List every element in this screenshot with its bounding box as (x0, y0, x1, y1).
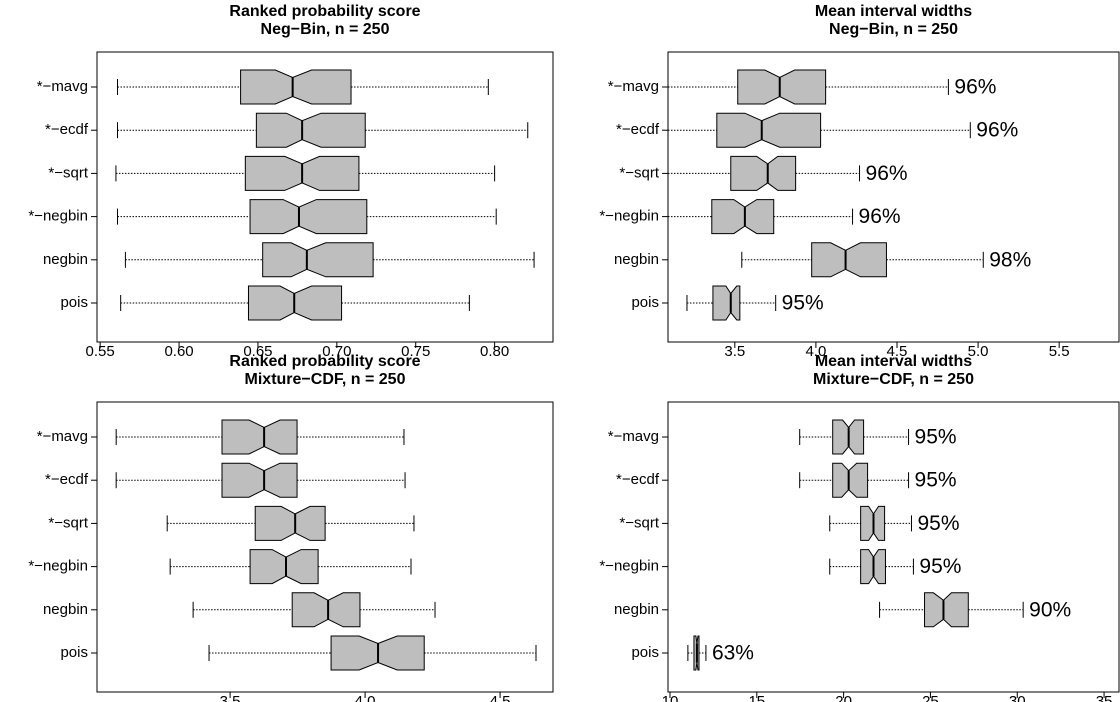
chart-title: Ranked probability score (229, 3, 420, 20)
y-tick-label: *−mavg (37, 428, 88, 445)
box (730, 155, 797, 191)
box (254, 505, 326, 541)
x-tick-label: 0.70 (322, 343, 351, 360)
y-tick-label: *−ecdf (45, 471, 89, 488)
x-tick-label: 4.0 (355, 693, 376, 702)
x-tick-label: 4.0 (805, 343, 826, 360)
y-tick-label: *−sqrt (619, 164, 659, 181)
x-tick-label: 20 (835, 693, 852, 702)
coverage-label: 96% (954, 76, 996, 99)
box (255, 112, 366, 148)
chart-subtitle: Neg−Bin, n = 250 (829, 21, 958, 38)
x-tick-label: 5.5 (1049, 343, 1070, 360)
y-tick-label: *−sqrt (48, 164, 88, 181)
plot-frame (667, 401, 1120, 693)
box (262, 242, 374, 278)
chart-title: Ranked probability score (229, 353, 420, 370)
y-tick-label: *−mavg (608, 78, 659, 95)
x-tick-label: 0.75 (401, 343, 430, 360)
plot-frame (96, 51, 554, 343)
coverage-label: 98% (989, 248, 1031, 271)
x-tick-label: 15 (748, 693, 765, 702)
y-tick-label: negbin (614, 601, 659, 618)
box (924, 592, 969, 628)
coverage-label: 95% (915, 426, 957, 449)
y-tick-label: *−mavg (608, 428, 659, 445)
box (712, 285, 741, 321)
coverage-label: 96% (976, 119, 1018, 142)
y-tick-label: *−negbin (599, 208, 659, 225)
y-tick-label: negbin (614, 251, 659, 268)
box (291, 592, 361, 628)
x-tick-label: 0.80 (480, 343, 509, 360)
coverage-label: 90% (1029, 598, 1071, 621)
x-tick-label: 3.5 (724, 343, 745, 360)
box (811, 242, 887, 278)
y-tick-label: *−negbin (28, 558, 88, 575)
coverage-label: 95% (915, 469, 957, 492)
x-tick-label: 30 (1009, 693, 1026, 702)
y-tick-label: *−negbin (599, 558, 659, 575)
box (221, 462, 298, 498)
box (716, 112, 822, 148)
coverage-label: 96% (866, 162, 908, 185)
y-tick-label: negbin (43, 251, 88, 268)
chart-subtitle: Neg−Bin, n = 250 (261, 21, 390, 38)
x-tick-label: 25 (922, 693, 939, 702)
coverage-label: 96% (859, 205, 901, 228)
coverage-label: 63% (712, 642, 754, 665)
box (737, 69, 827, 105)
y-tick-label: *−mavg (37, 78, 88, 95)
y-tick-label: *−ecdf (45, 121, 89, 138)
x-tick-label: 10 (662, 693, 679, 702)
x-tick-label: 0.65 (243, 343, 272, 360)
chart-title: Mean interval widths (815, 353, 972, 370)
box (711, 199, 775, 235)
y-tick-label: pois (60, 644, 88, 661)
y-tick-label: negbin (43, 601, 88, 618)
y-tick-label: pois (60, 294, 88, 311)
y-tick-label: *−ecdf (616, 121, 660, 138)
plot-frame (96, 401, 554, 693)
x-tick-label: 0.55 (86, 343, 115, 360)
y-tick-label: *−negbin (28, 208, 88, 225)
chart-title: Mean interval widths (815, 3, 972, 20)
x-tick-label: 3.5 (220, 693, 241, 702)
box (832, 462, 869, 498)
y-tick-label: *−sqrt (619, 514, 659, 531)
y-tick-label: *−ecdf (616, 471, 660, 488)
coverage-label: 95% (919, 555, 961, 578)
y-tick-label: *−sqrt (48, 514, 88, 531)
y-tick-label: pois (631, 644, 659, 661)
coverage-label: 95% (782, 292, 824, 315)
x-tick-label: 35 (1096, 693, 1113, 702)
y-tick-label: pois (631, 294, 659, 311)
plot-frame (667, 51, 1120, 343)
chart-subtitle: Mixture−CDF, n = 250 (245, 371, 406, 388)
box (249, 549, 319, 585)
x-tick-label: 4.5 (490, 693, 511, 702)
coverage-label: 95% (918, 512, 960, 535)
box (221, 419, 298, 455)
x-tick-label: 5.0 (968, 343, 989, 360)
chart-subtitle: Mixture−CDF, n = 250 (813, 371, 974, 388)
box (249, 199, 368, 235)
box (240, 69, 352, 105)
x-tick-label: 4.5 (887, 343, 908, 360)
x-tick-label: 0.60 (164, 343, 193, 360)
